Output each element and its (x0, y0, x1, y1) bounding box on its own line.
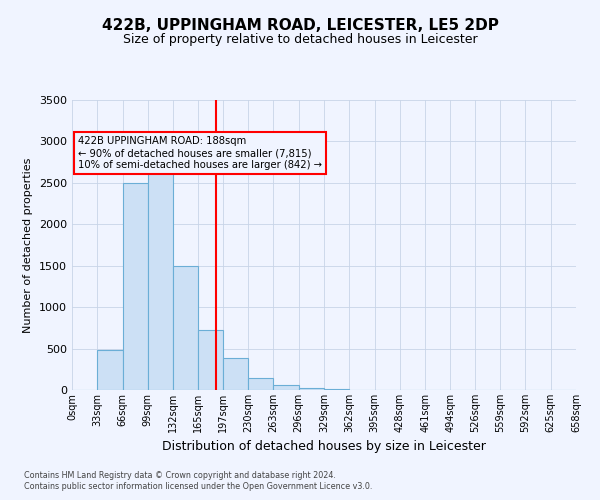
Bar (223, 358, 248, 390)
Bar (199, 330, 223, 390)
Text: 422B UPPINGHAM ROAD: 188sqm
← 90% of detached houses are smaller (7,815)
10% of : 422B UPPINGHAM ROAD: 188sqm ← 90% of det… (78, 136, 322, 170)
Y-axis label: Number of detached properties: Number of detached properties (23, 158, 34, 332)
X-axis label: Distribution of detached houses by size in Leicester: Distribution of detached houses by size … (162, 440, 486, 454)
Text: Size of property relative to detached houses in Leicester: Size of property relative to detached ho… (122, 32, 478, 46)
Bar (148, 158, 173, 390)
Bar (274, 384, 299, 390)
Bar (324, 389, 349, 390)
Bar (122, 183, 148, 390)
Text: Contains public sector information licensed under the Open Government Licence v3: Contains public sector information licen… (24, 482, 373, 491)
Text: Contains HM Land Registry data © Crown copyright and database right 2024.: Contains HM Land Registry data © Crown c… (24, 470, 336, 480)
Bar (97, 350, 122, 390)
Bar (173, 266, 199, 390)
Text: 422B, UPPINGHAM ROAD, LEICESTER, LE5 2DP: 422B, UPPINGHAM ROAD, LEICESTER, LE5 2DP (101, 18, 499, 32)
Bar (248, 378, 274, 390)
Bar (299, 388, 324, 390)
